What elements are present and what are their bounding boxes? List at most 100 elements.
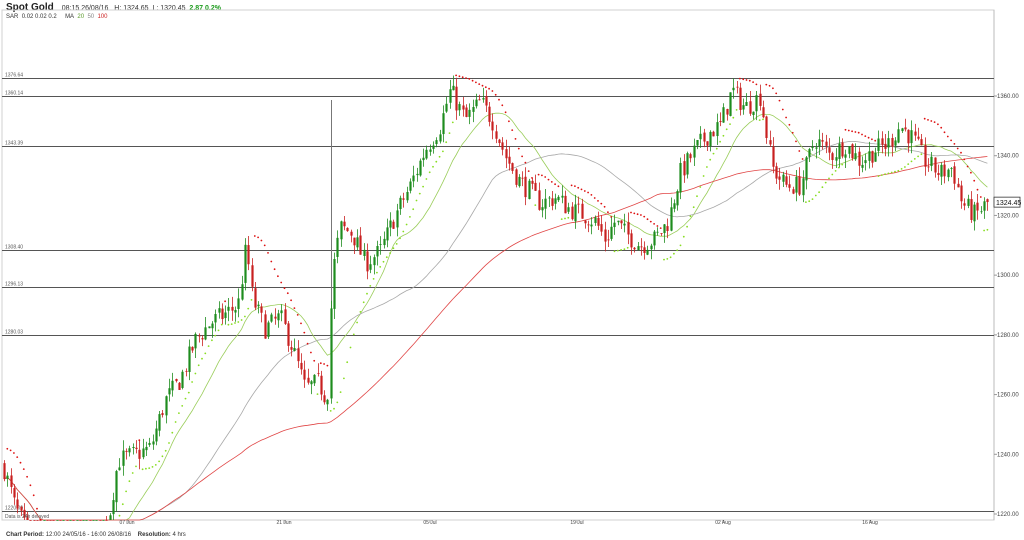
candle-body bbox=[39, 520, 42, 521]
sar-dot bbox=[527, 170, 530, 173]
sar-dot bbox=[184, 397, 187, 400]
candle-body bbox=[871, 151, 874, 163]
sar-dot bbox=[742, 78, 745, 81]
candle-body bbox=[373, 257, 376, 266]
candle-body bbox=[937, 173, 940, 175]
sar-dot bbox=[745, 79, 748, 81]
sar-dot bbox=[778, 99, 781, 102]
candle-body bbox=[745, 102, 748, 106]
candle-body bbox=[656, 231, 659, 233]
sar-dot bbox=[758, 119, 761, 121]
sar-dot bbox=[168, 442, 170, 444]
ma-100-line bbox=[3, 156, 988, 521]
sar-dot bbox=[646, 218, 649, 221]
candle-body bbox=[102, 520, 105, 521]
sar-dot bbox=[907, 163, 910, 166]
sar-dot bbox=[224, 300, 227, 303]
candle-body bbox=[165, 396, 168, 416]
sar-dot bbox=[442, 150, 444, 153]
candle-body bbox=[534, 182, 537, 191]
candle-body bbox=[135, 447, 138, 449]
sar-dot bbox=[953, 143, 956, 145]
candle-body bbox=[693, 145, 696, 158]
candle-body bbox=[561, 195, 564, 198]
sar-dot bbox=[19, 461, 22, 464]
sar-dot bbox=[640, 214, 642, 216]
sar-dot bbox=[220, 323, 223, 326]
candle-body bbox=[521, 177, 524, 179]
sar-dot bbox=[148, 467, 151, 469]
sar-dot bbox=[633, 212, 636, 215]
sar-dot bbox=[303, 331, 306, 334]
candle-body bbox=[439, 134, 442, 142]
candle-body bbox=[429, 149, 432, 152]
candle-body bbox=[910, 130, 913, 144]
sar-dot bbox=[653, 223, 655, 225]
x-tick-label: 02 Aug bbox=[715, 520, 731, 526]
candle-body bbox=[577, 203, 580, 205]
candle-body bbox=[478, 99, 481, 101]
sar-dot bbox=[814, 194, 817, 197]
sar-dot bbox=[39, 518, 42, 521]
candle-body bbox=[709, 131, 712, 147]
sar-dot bbox=[560, 218, 563, 221]
candle-body bbox=[109, 515, 112, 520]
level-label: 1296.13 bbox=[5, 282, 23, 288]
level-label: 1376.64 bbox=[5, 73, 23, 79]
candle-body bbox=[363, 249, 366, 256]
candle-body bbox=[703, 132, 706, 142]
candle-body bbox=[168, 388, 171, 395]
candle-body bbox=[52, 520, 55, 521]
candle-body bbox=[76, 520, 79, 521]
candle-body bbox=[498, 139, 501, 143]
sar-dot bbox=[316, 393, 319, 395]
candle-body bbox=[175, 378, 178, 382]
sar-dot bbox=[798, 150, 801, 152]
candle-body bbox=[267, 322, 270, 337]
candle-body bbox=[142, 448, 145, 458]
sar-dot bbox=[339, 391, 342, 393]
candle-body bbox=[95, 520, 98, 521]
y-tick-label: 1320.00 bbox=[997, 213, 1019, 219]
candle-body bbox=[254, 288, 257, 308]
sar-dot bbox=[550, 181, 553, 183]
chart-footer: Chart Period: 12:00 24/05/16 - 16:00 26/… bbox=[6, 532, 186, 538]
sar-dot bbox=[508, 120, 510, 123]
candle-body bbox=[706, 141, 709, 146]
sar-dot bbox=[425, 178, 428, 180]
sar-dot bbox=[247, 307, 250, 310]
sar-dot bbox=[897, 169, 900, 172]
sar-dot bbox=[319, 362, 322, 365]
candle-body bbox=[3, 463, 6, 480]
candle-body bbox=[627, 222, 630, 235]
candle-body bbox=[683, 161, 686, 176]
candle-body bbox=[221, 308, 224, 320]
candle-body bbox=[515, 169, 518, 185]
sar-dot bbox=[488, 87, 490, 90]
indicator-legend[interactable]: SAR 0.02 0.02 0.2 MA 20 50 100 bbox=[6, 14, 107, 20]
sar-dot bbox=[775, 92, 778, 95]
candle-body bbox=[326, 399, 329, 405]
candle-body bbox=[369, 264, 372, 270]
candle-body bbox=[92, 520, 95, 521]
y-tick-label: 1340.00 bbox=[997, 154, 1019, 160]
candle-body bbox=[673, 203, 676, 209]
candle-body bbox=[475, 99, 478, 107]
sar-dot bbox=[772, 87, 774, 90]
candle-body bbox=[940, 164, 943, 177]
sar-dot bbox=[26, 475, 28, 478]
candle-body bbox=[835, 157, 838, 161]
candle-body bbox=[317, 373, 320, 375]
sar-dot bbox=[887, 172, 890, 175]
sar-dot bbox=[867, 136, 870, 139]
sar-dot bbox=[923, 117, 926, 120]
candle-body bbox=[171, 380, 174, 391]
sar-dot bbox=[752, 81, 754, 83]
sar-dot bbox=[960, 151, 962, 154]
sar-dot bbox=[484, 86, 487, 89]
y-tick-label: 1240.00 bbox=[997, 452, 1019, 458]
sar-dot bbox=[795, 140, 797, 143]
candle-body bbox=[950, 168, 953, 169]
candle-body bbox=[442, 113, 445, 135]
